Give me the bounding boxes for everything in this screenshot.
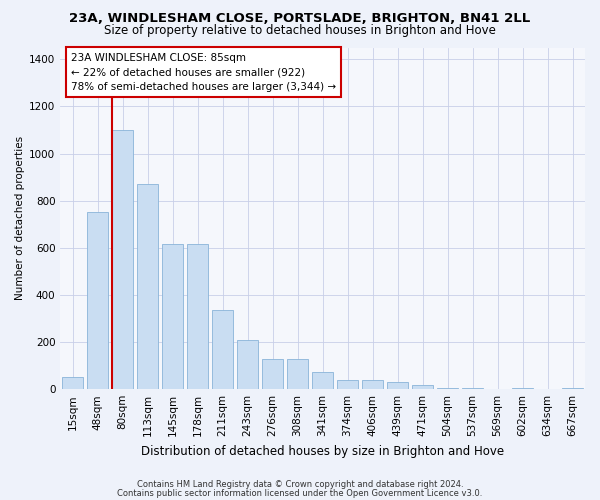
Bar bbox=[87, 212, 109, 389]
Bar bbox=[437, 388, 458, 389]
Y-axis label: Number of detached properties: Number of detached properties bbox=[15, 136, 25, 300]
Bar bbox=[362, 380, 383, 389]
Bar bbox=[387, 382, 408, 389]
Bar bbox=[287, 358, 308, 389]
Bar bbox=[212, 310, 233, 389]
Text: Size of property relative to detached houses in Brighton and Hove: Size of property relative to detached ho… bbox=[104, 24, 496, 37]
Bar bbox=[187, 244, 208, 389]
Bar bbox=[412, 385, 433, 389]
Bar bbox=[62, 378, 83, 389]
Bar bbox=[112, 130, 133, 389]
Bar bbox=[562, 388, 583, 389]
Text: 23A WINDLESHAM CLOSE: 85sqm
← 22% of detached houses are smaller (922)
78% of se: 23A WINDLESHAM CLOSE: 85sqm ← 22% of det… bbox=[71, 52, 336, 92]
Bar bbox=[512, 388, 533, 389]
Bar bbox=[337, 380, 358, 389]
Bar bbox=[462, 388, 483, 389]
Bar bbox=[137, 184, 158, 389]
Bar bbox=[262, 358, 283, 389]
Bar bbox=[237, 340, 258, 389]
Bar bbox=[162, 244, 184, 389]
Text: Contains public sector information licensed under the Open Government Licence v3: Contains public sector information licen… bbox=[118, 489, 482, 498]
Text: Contains HM Land Registry data © Crown copyright and database right 2024.: Contains HM Land Registry data © Crown c… bbox=[137, 480, 463, 489]
Bar bbox=[312, 372, 333, 389]
Text: 23A, WINDLESHAM CLOSE, PORTSLADE, BRIGHTON, BN41 2LL: 23A, WINDLESHAM CLOSE, PORTSLADE, BRIGHT… bbox=[70, 12, 530, 26]
X-axis label: Distribution of detached houses by size in Brighton and Hove: Distribution of detached houses by size … bbox=[141, 444, 504, 458]
